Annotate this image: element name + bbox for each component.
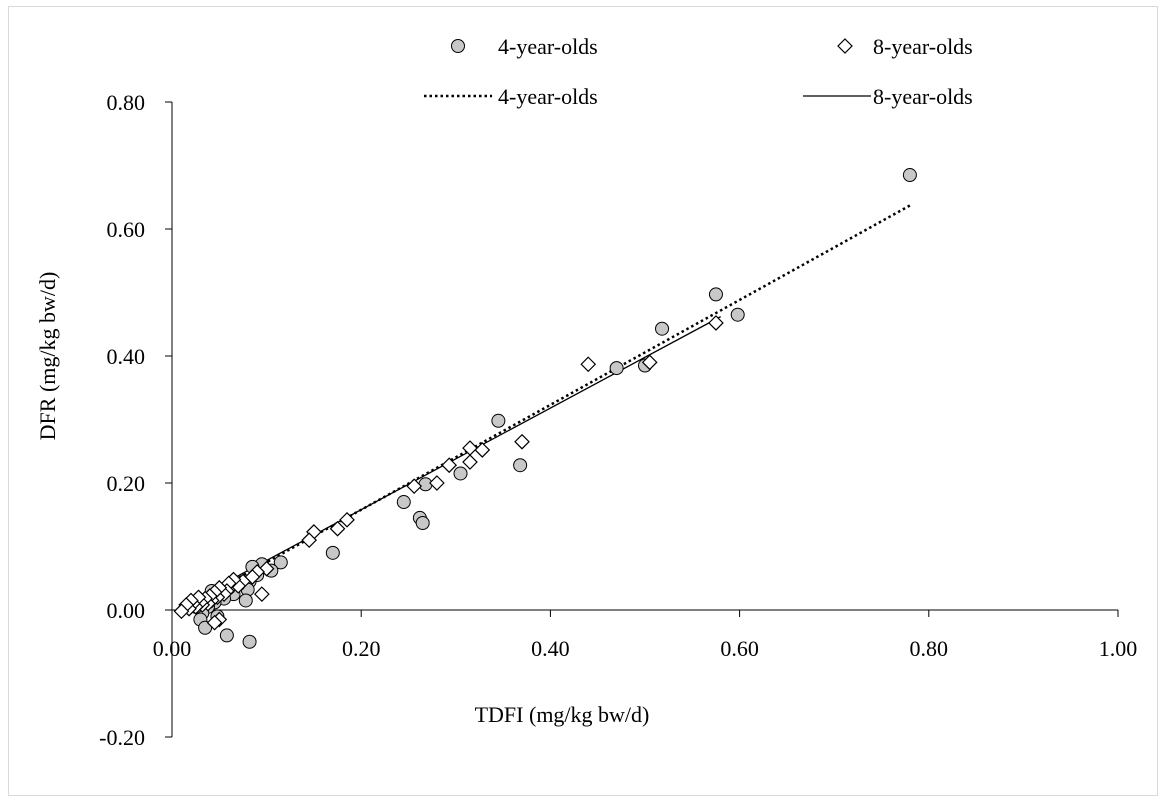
data-point-diamond (514, 433, 530, 450)
data-point-diamond (329, 520, 346, 537)
data-point-circle (708, 287, 723, 302)
trendlines (185, 204, 911, 608)
data-point-circle (325, 545, 340, 560)
y-tick-label: 0.00 (107, 598, 146, 623)
data-point-diamond (339, 511, 355, 528)
data-point-circle (655, 321, 670, 336)
x-tick-label: 0.20 (342, 636, 381, 661)
y-tick-label: 0.60 (107, 217, 146, 242)
data-point-circle (219, 628, 234, 643)
series-4-year-olds (188, 168, 917, 649)
data-point-diamond (429, 475, 445, 491)
tick-labels: 0.00 0.20 0.40 0.60 0.80 1.00 0.80 0.60 0.40 0.20… (99, 90, 1137, 750)
data-point-circle (273, 555, 288, 570)
axes (171, 102, 1118, 737)
legend: 4-year-olds 8-year-olds 4-year-olds 8-ye… (424, 34, 973, 109)
legend-circle-marker (451, 39, 465, 53)
data-point-diamond (580, 356, 597, 373)
ticks (165, 101, 1119, 738)
data-point-diamond (254, 586, 270, 602)
y-tick-label: 0.20 (107, 471, 146, 496)
data-point-diamond (708, 315, 724, 331)
x-tick-label: 1.00 (1099, 636, 1138, 661)
y-tick-label: -0.20 (99, 725, 145, 750)
data-point-diamond (462, 440, 478, 456)
data-point-diamond (641, 354, 658, 371)
x-axis-title: TDFI (mg/kg bw/d) (475, 702, 650, 727)
data-point-diamond (206, 614, 223, 631)
y-axis-title: DFR (mg/kg bw/d) (35, 272, 60, 441)
data-point-diamond (301, 532, 318, 548)
data-point-circle (238, 593, 253, 608)
legend-label-4yr-marker: 4-year-olds (498, 34, 598, 59)
legend-label-8yr-line: 8-year-olds (873, 84, 973, 109)
x-tick-label: 0.40 (531, 636, 570, 661)
trendline-solid (185, 316, 721, 605)
series-8-year-olds (173, 315, 724, 631)
data-point-circle (418, 477, 433, 492)
x-tick-label: 0.00 (153, 636, 192, 661)
data-point-diamond (406, 478, 423, 495)
data-point-circle (609, 361, 624, 376)
x-tick-label: 0.80 (910, 636, 949, 661)
data-point-circle (730, 307, 745, 322)
legend-item-8yr-marker: 8-year-olds (837, 34, 973, 59)
legend-diamond-marker (837, 38, 853, 54)
y-tick-label: 0.40 (107, 344, 146, 369)
legend-label-8yr-marker: 8-year-olds (873, 34, 973, 59)
legend-item-8yr-line: 8-year-olds (803, 84, 973, 109)
y-tick-label: 0.80 (107, 90, 146, 115)
legend-item-4yr-line: 4-year-olds (424, 84, 598, 109)
data-point-circle (198, 620, 213, 635)
data-point-circle (902, 168, 917, 183)
data-point-circle (513, 458, 528, 473)
legend-item-4yr-marker: 4-year-olds (451, 34, 598, 59)
data-point-diamond (173, 603, 190, 620)
data-point-diamond (474, 442, 491, 458)
data-point-circle (396, 495, 411, 510)
data-point-circle (415, 516, 430, 531)
x-tick-label: 0.60 (720, 636, 759, 661)
data-point-circle (491, 413, 506, 428)
legend-label-4yr-line: 4-year-olds (498, 84, 598, 109)
data-point-circle (242, 634, 257, 649)
data-point-diamond (441, 457, 458, 474)
data-point-diamond (462, 454, 478, 470)
data-point-circle (453, 466, 468, 481)
chart-frame (8, 6, 1158, 796)
trendline-dotted (185, 204, 911, 608)
